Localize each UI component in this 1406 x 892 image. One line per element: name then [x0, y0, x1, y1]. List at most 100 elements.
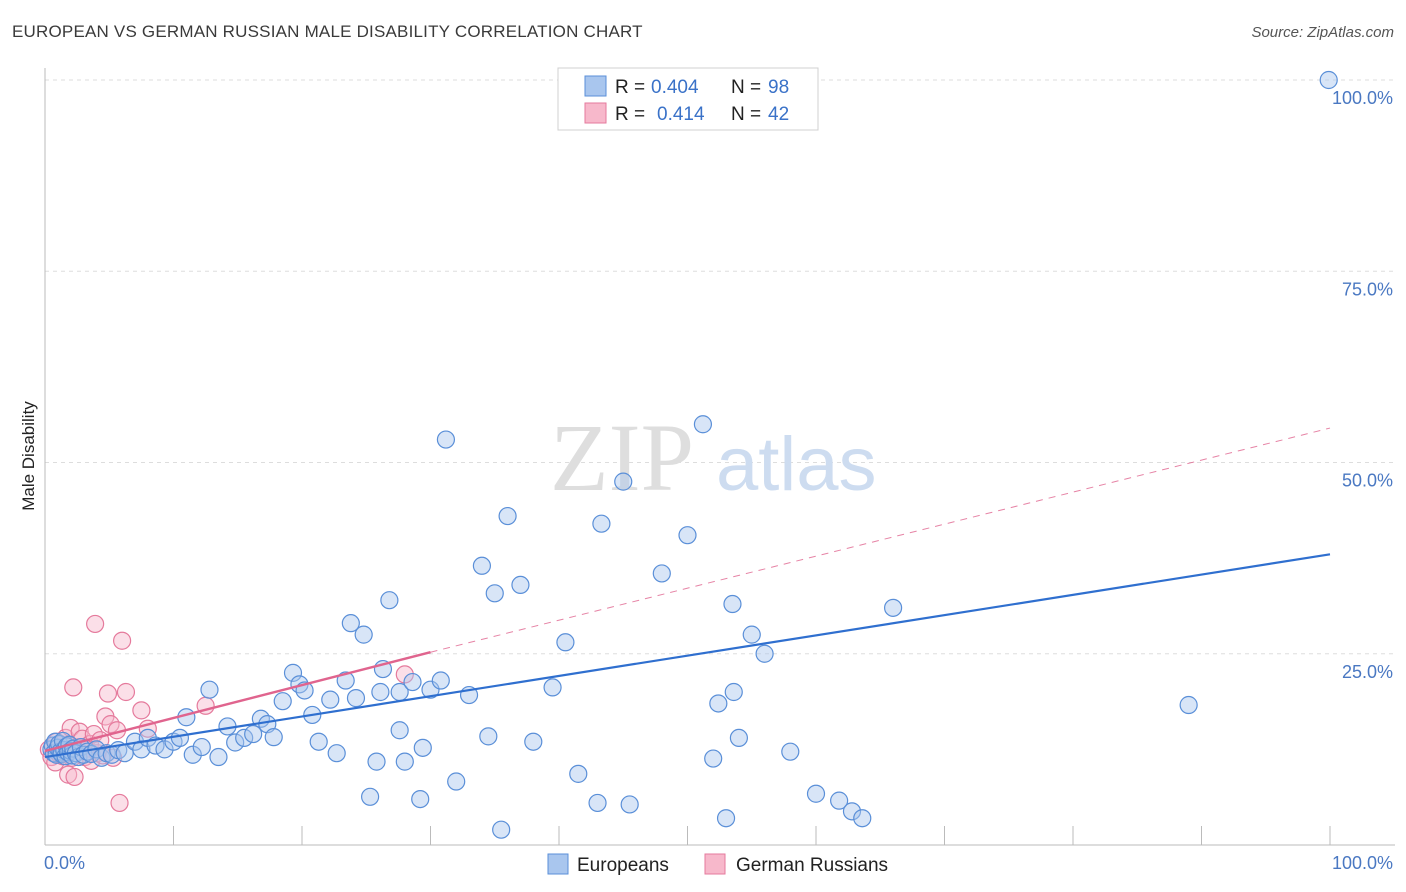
europeans-point [704, 749, 723, 768]
watermark: ZIP atlas [550, 404, 877, 511]
legend-n-label-europeans: N = [731, 77, 761, 98]
legend-swatch-europeans [584, 75, 607, 97]
german-russians-point [112, 631, 132, 650]
y-tick-label: 100.0% [1332, 88, 1393, 108]
europeans-point [716, 809, 736, 828]
europeans-point [209, 747, 228, 767]
europeans-point [652, 564, 671, 583]
bottom-legend: Europeans German Russians [547, 853, 888, 876]
europeans-point [273, 692, 292, 711]
german-russians-point [395, 665, 414, 684]
europeans-point [361, 787, 380, 806]
europeans-trend-line [44, 553, 1331, 759]
bottom-legend-german-russians: German Russians [736, 855, 888, 876]
europeans-point [354, 625, 373, 644]
german-russians-point [64, 678, 83, 697]
europeans-point [436, 430, 456, 449]
europeans-point [390, 721, 409, 740]
legend-r-value-german-russians: 0.414 [657, 104, 705, 125]
source-label: Source: ZipAtlas.com [1251, 24, 1394, 41]
europeans-point [200, 680, 219, 699]
bottom-legend-europeans: Europeans [577, 855, 669, 876]
europeans-point [283, 663, 303, 682]
europeans-point [309, 732, 328, 751]
europeans-point [226, 733, 245, 752]
europeans-point [395, 752, 414, 771]
europeans-point [321, 690, 340, 709]
europeans-point [498, 506, 517, 526]
europeans-point [569, 764, 588, 783]
europeans-point [1179, 695, 1198, 715]
german-russians-point [132, 701, 151, 720]
europeans-point [336, 671, 355, 690]
y-tick-label: 50.0% [1342, 471, 1393, 491]
europeans-point [264, 728, 283, 747]
europeans-point [883, 598, 903, 617]
europeans-point [235, 728, 254, 748]
german-russians-point [65, 767, 84, 787]
europeans-point [244, 724, 263, 744]
europeans-point [447, 772, 466, 791]
europeans-point [341, 614, 360, 633]
europeans-point [511, 575, 530, 595]
bottom-legend-swatch-europeans [547, 853, 569, 875]
europeans-point [479, 727, 498, 746]
europeans-point [421, 680, 440, 699]
legend-swatch-german-russians [584, 102, 607, 124]
y-tick-label: 75.0% [1342, 279, 1393, 299]
german-russians-trend-line [44, 651, 431, 753]
watermark-atlas: atlas [716, 422, 877, 507]
europeans-point [327, 744, 346, 763]
europeans-point [592, 514, 611, 533]
europeans-point [693, 415, 713, 434]
europeans-point [556, 633, 575, 652]
europeans-point [729, 728, 749, 748]
chart-title: EUROPEAN VS GERMAN RUSSIAN MALE DISABILI… [12, 22, 643, 41]
y-axis-label: Male Disability [19, 401, 38, 511]
europeans-point [842, 802, 862, 821]
watermark-zip: ZIP [550, 404, 694, 511]
tick-labels: 25.0% 50.0% 75.0% 100.0% 0.0% 100.0% [44, 88, 1393, 873]
europeans-point [853, 809, 872, 828]
europeans-point [620, 795, 639, 814]
grid-layer [45, 79, 1395, 655]
europeans-point [492, 820, 511, 839]
german-russians-point [98, 684, 118, 703]
europeans-point [830, 791, 849, 810]
legend-r-label-german-russians: R = [615, 104, 645, 125]
europeans-point [485, 584, 504, 603]
europeans-point [781, 742, 800, 761]
europeans-point [403, 672, 422, 692]
europeans-point [192, 737, 211, 757]
europeans-point [742, 625, 761, 644]
legend-n-value-europeans: 98 [768, 77, 789, 98]
europeans-point [367, 752, 386, 771]
german-russians-point [110, 793, 129, 813]
bottom-legend-swatch-german-russians [704, 853, 726, 875]
axis-layer [44, 68, 1395, 846]
europeans-point [431, 671, 450, 690]
europeans-point [524, 732, 543, 751]
europeans-point [806, 784, 826, 803]
europeans-point [709, 694, 728, 713]
europeans-point [678, 526, 697, 545]
europeans-point [723, 594, 742, 614]
legend-n-value-german-russians: 42 [768, 104, 789, 125]
german-russians-trend-extension [430, 427, 1331, 653]
europeans-point [472, 556, 491, 575]
trend-lines [44, 427, 1331, 759]
europeans-point [614, 472, 633, 491]
german-russians-points [39, 614, 414, 813]
legend-r-value-europeans: 0.404 [651, 77, 699, 98]
europeans-point [588, 793, 607, 813]
x-tick-label: 100.0% [1332, 853, 1393, 873]
x-tick-label: 0.0% [44, 853, 85, 873]
europeans-point [170, 728, 190, 748]
europeans-point [755, 644, 774, 663]
europeans-point [543, 678, 562, 697]
europeans-point [413, 738, 432, 757]
german-russians-point [116, 682, 136, 702]
europeans-point [371, 682, 390, 702]
legend: R = 0.404 N = 98 R = 0.414 N = 42 [557, 67, 819, 131]
